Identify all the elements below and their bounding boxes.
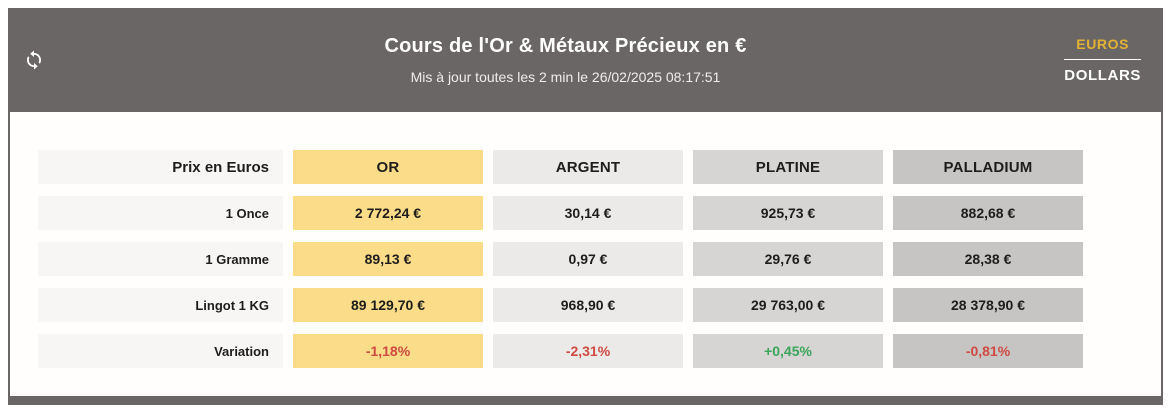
currency-option-dollars[interactable]: DOLLARS <box>1064 67 1141 84</box>
variation-palladium: -0,81% <box>893 334 1083 368</box>
column-header-argent: ARGENT <box>493 150 683 184</box>
price-lingot-argent: 968,90 € <box>493 288 683 322</box>
page-title: Cours de l'Or & Métaux Précieux en € <box>384 35 747 57</box>
currency-toggle: EUROS DOLLARS <box>1064 36 1141 84</box>
price-once-argent: 30,14 € <box>493 196 683 230</box>
next-section-bar <box>8 396 1163 405</box>
widget-header: Cours de l'Or & Métaux Précieux en € Mis… <box>8 8 1163 112</box>
price-once-platine: 925,73 € <box>693 196 883 230</box>
variation-argent: -2,31% <box>493 334 683 368</box>
variation-platine: +0,45% <box>693 334 883 368</box>
currency-divider <box>1064 59 1141 60</box>
price-once-palladium: 882,68 € <box>893 196 1083 230</box>
table-corner-header: Prix en Euros <box>38 150 283 184</box>
update-status-text: Mis à jour toutes les 2 min le 26/02/202… <box>410 69 721 85</box>
price-gramme-argent: 0,97 € <box>493 242 683 276</box>
price-gramme-platine: 29,76 € <box>693 242 883 276</box>
price-gramme-or: 89,13 € <box>293 242 483 276</box>
row-label-once: 1 Once <box>38 196 283 230</box>
price-gramme-palladium: 28,38 € <box>893 242 1083 276</box>
column-header-platine: PLATINE <box>693 150 883 184</box>
currency-option-euros[interactable]: EUROS <box>1076 36 1130 52</box>
price-lingot-palladium: 28 378,90 € <box>893 288 1083 322</box>
row-label-gramme: 1 Gramme <box>38 242 283 276</box>
refresh-icon <box>22 48 46 72</box>
price-lingot-or: 89 129,70 € <box>293 288 483 322</box>
variation-or: -1,18% <box>293 334 483 368</box>
price-table-container: Prix en Euros OR ARGENT PLATINE PALLADIU… <box>8 112 1163 396</box>
refresh-button[interactable] <box>21 47 47 73</box>
price-table: Prix en Euros OR ARGENT PLATINE PALLADIU… <box>38 150 1161 368</box>
column-header-palladium: PALLADIUM <box>893 150 1083 184</box>
price-lingot-platine: 29 763,00 € <box>693 288 883 322</box>
column-header-or: OR <box>293 150 483 184</box>
header-titles: Cours de l'Or & Métaux Précieux en € Mis… <box>384 35 746 85</box>
gold-price-widget: Cours de l'Or & Métaux Précieux en € Mis… <box>8 8 1163 405</box>
row-label-lingot: Lingot 1 KG <box>38 288 283 322</box>
price-once-or: 2 772,24 € <box>293 196 483 230</box>
row-label-variation: Variation <box>38 334 283 368</box>
